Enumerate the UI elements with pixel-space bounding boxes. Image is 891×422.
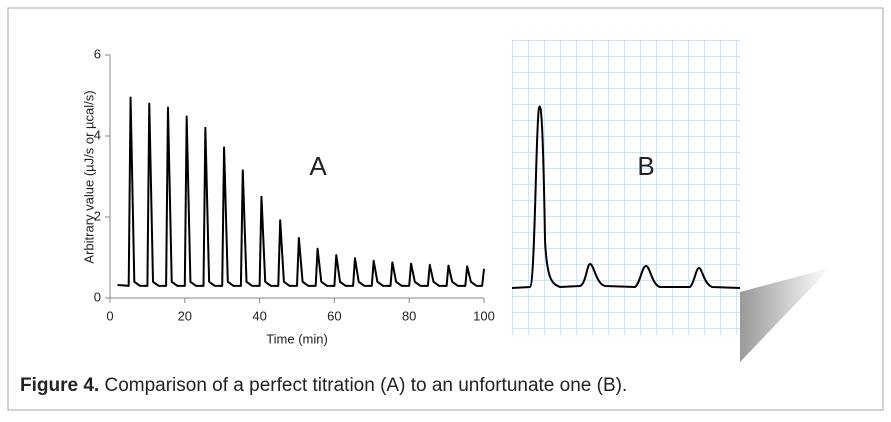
caption: Figure 4. Comparison of a perfect titrat… bbox=[20, 375, 627, 396]
shadow bbox=[740, 268, 830, 362]
y-axis-label: Arbitrary value (µJ/s or µcal/s) bbox=[81, 90, 96, 263]
panel-label: B bbox=[637, 151, 654, 181]
x-tick-label: 40 bbox=[252, 308, 266, 323]
x-tick-label: 100 bbox=[473, 308, 495, 323]
grid-paper bbox=[512, 40, 740, 335]
line bbox=[117, 96, 485, 287]
sketch-curve bbox=[511, 105, 741, 289]
y-tick-label: 0 bbox=[94, 289, 101, 304]
caption-text: Comparison of a perfect titration (A) to… bbox=[99, 375, 627, 396]
x-tick-label: 80 bbox=[402, 308, 416, 323]
y-tick-label: 4 bbox=[94, 127, 101, 142]
caption-label: Figure 4. bbox=[20, 375, 99, 396]
annotation: A bbox=[309, 151, 327, 181]
x-axis-label: Time (min) bbox=[266, 331, 328, 346]
x-tick-label: 0 bbox=[106, 308, 113, 323]
y-tick-label: 6 bbox=[94, 46, 101, 61]
x-tick-label: 60 bbox=[327, 308, 341, 323]
x-tick-label: 20 bbox=[178, 308, 192, 323]
y-tick-label: 2 bbox=[94, 208, 101, 223]
